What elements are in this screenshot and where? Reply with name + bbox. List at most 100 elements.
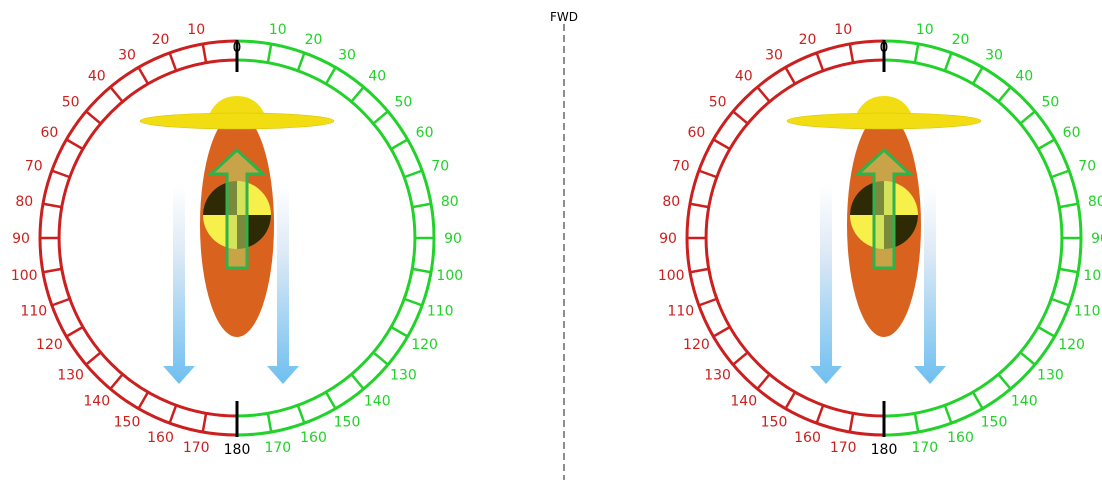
starboard-tick: [1019, 351, 1036, 366]
rotor-blade: [786, 112, 982, 130]
port-tick: [698, 297, 718, 307]
starboard-degree-label: 110: [1074, 304, 1101, 320]
port-tick: [732, 351, 749, 366]
port-degree-label: 160: [794, 430, 821, 446]
port-tick: [848, 413, 855, 433]
starboard-degree-label: 150: [334, 415, 361, 431]
starboard-degree-label: 80: [441, 194, 459, 210]
starboard-tick: [1019, 110, 1036, 125]
starboard-tick: [1059, 267, 1079, 274]
starboard-degree-label: 120: [411, 337, 438, 353]
starboard-tick: [390, 138, 409, 151]
port-degree-label: 40: [88, 69, 106, 85]
starboard-degree-label: 70: [431, 158, 449, 174]
starboard-degree-label: 60: [1063, 125, 1081, 141]
starboard-inner-arc: [236, 58, 417, 418]
starboard-degree-label: 100: [436, 268, 463, 284]
starboard-tick: [412, 267, 432, 274]
starboard-degree-label: 160: [300, 430, 327, 446]
port-degree-label: 110: [20, 304, 47, 320]
port-tick: [815, 52, 825, 72]
starboard-tick: [372, 351, 389, 366]
starboard-tick: [997, 373, 1012, 390]
starboard-degree-label: 150: [981, 415, 1008, 431]
port-degree-label: 60: [687, 125, 705, 141]
starboard-degree-label: 40: [1015, 69, 1033, 85]
port-degree-label: 130: [704, 367, 731, 383]
port-degree-label: 20: [799, 32, 817, 48]
port-degree-label: 50: [62, 95, 80, 111]
port-degree-label: 30: [118, 47, 136, 63]
port-tick: [65, 325, 84, 338]
port-tick: [848, 43, 855, 63]
starboard-degree-label: 80: [1088, 194, 1102, 210]
starboard-degree-label: 20: [305, 32, 323, 48]
port-degree-label: 150: [114, 415, 141, 431]
starboard-degree-label: 140: [1011, 393, 1038, 409]
starboard-ring: [883, 39, 1083, 437]
zero-label: 0: [880, 40, 889, 56]
downwash-arrow-left: [163, 185, 195, 384]
starboard-tick: [372, 110, 389, 125]
starboard-degree-label: 50: [1041, 95, 1059, 111]
thrust-arrow: [207, 147, 267, 270]
starboard-tick: [1037, 138, 1056, 151]
port-degree-label: 120: [683, 337, 710, 353]
starboard-degree-label: 130: [1037, 367, 1064, 383]
port-tick: [65, 138, 84, 151]
port-tick: [201, 43, 208, 63]
port-degree-label: 80: [15, 194, 33, 210]
port-degree-label: 10: [834, 22, 852, 38]
port-degree-label: 30: [765, 47, 783, 63]
port-degree-label: 40: [735, 69, 753, 85]
starboard-tick: [350, 373, 365, 390]
starboard-degree-label: 110: [427, 304, 454, 320]
downwash-arrow-right: [267, 185, 299, 384]
port-tick: [756, 86, 771, 103]
dial-right: 1020304050607080901001101201301401501601…: [658, 22, 1102, 458]
starboard-degree-label: 120: [1058, 337, 1085, 353]
port-degree-label: 50: [709, 95, 727, 111]
starboard-tick: [324, 391, 337, 410]
starboard-tick: [943, 404, 953, 424]
starboard-tick: [403, 169, 423, 179]
port-degree-label: 90: [659, 231, 677, 247]
starboard-degree-label: 90: [444, 231, 462, 247]
one-eighty-label: 180: [871, 442, 898, 458]
starboard-degree-label: 30: [985, 47, 1003, 63]
starboard-ring: [236, 39, 436, 437]
starboard-degree-label: 10: [269, 22, 287, 38]
port-tick: [109, 373, 124, 390]
downwash-arrow-right: [914, 185, 946, 384]
starboard-tick: [266, 413, 273, 433]
port-degree-label: 20: [152, 32, 170, 48]
starboard-degree-label: 50: [394, 95, 412, 111]
starboard-degree-label: 170: [264, 440, 291, 456]
port-tick: [732, 110, 749, 125]
starboard-tick: [1050, 297, 1070, 307]
port-degree-label: 140: [83, 393, 110, 409]
starboard-degree-label: 70: [1078, 158, 1096, 174]
starboard-tick: [350, 86, 365, 103]
port-tick: [756, 373, 771, 390]
starboard-degree-label: 30: [338, 47, 356, 63]
starboard-tick: [1059, 202, 1079, 209]
rotor-blade: [139, 112, 335, 130]
port-degree-label: 70: [672, 158, 690, 174]
port-tick: [51, 297, 71, 307]
fwd-label: FWD: [550, 10, 578, 24]
starboard-degree-label: 20: [952, 32, 970, 48]
starboard-degree-label: 40: [368, 69, 386, 85]
port-tick: [168, 52, 178, 72]
starboard-tick: [296, 404, 306, 424]
starboard-degree-label: 160: [947, 430, 974, 446]
port-degree-label: 70: [25, 158, 43, 174]
port-tick: [784, 391, 797, 410]
thrust-arrow: [854, 147, 914, 270]
port-tick: [712, 138, 731, 151]
port-ring: [685, 39, 885, 437]
